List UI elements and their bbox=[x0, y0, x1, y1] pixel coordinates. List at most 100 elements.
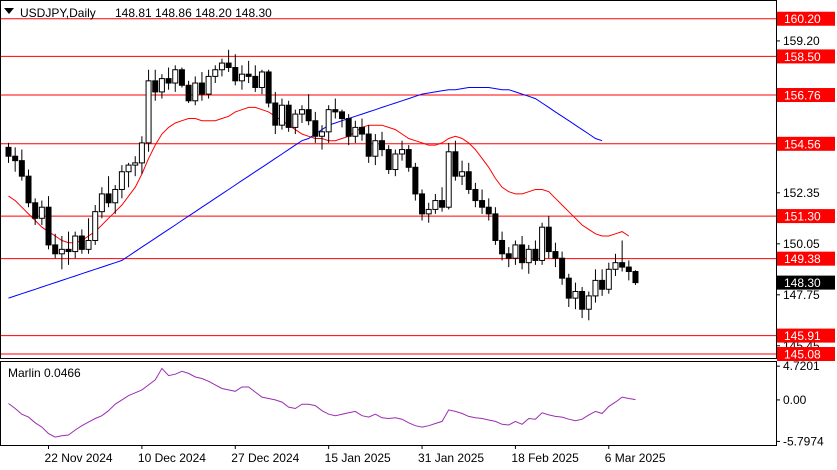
candle-body bbox=[339, 111, 345, 120]
candle-body bbox=[72, 235, 79, 253]
candle bbox=[78, 229, 85, 254]
date-tick-label: 6 Mar 2025 bbox=[605, 451, 666, 465]
candle bbox=[352, 120, 359, 143]
candle bbox=[545, 216, 552, 259]
candle-body bbox=[132, 162, 139, 166]
candle bbox=[572, 282, 579, 310]
candle bbox=[265, 69, 272, 108]
candle bbox=[605, 262, 612, 294]
candle bbox=[38, 200, 45, 225]
candle-body bbox=[205, 75, 212, 95]
candle-body bbox=[585, 295, 592, 310]
level-price-tag bbox=[777, 209, 835, 224]
candle-body bbox=[485, 206, 492, 215]
collapse-triangle-icon[interactable] bbox=[4, 8, 14, 14]
candle bbox=[592, 269, 599, 303]
candle bbox=[85, 218, 92, 254]
candle bbox=[539, 222, 546, 265]
level-price-label: 160.20 bbox=[784, 12, 821, 26]
candle bbox=[499, 231, 506, 261]
date-tick-label: 15 Jan 2025 bbox=[325, 451, 391, 465]
candle-body bbox=[545, 226, 552, 253]
candle-body bbox=[165, 78, 172, 84]
candle-body bbox=[145, 80, 152, 144]
candle bbox=[245, 60, 252, 84]
candle bbox=[585, 291, 592, 321]
candle bbox=[472, 182, 479, 208]
candle-body bbox=[379, 140, 386, 151]
price-tick-label: 150.05 bbox=[783, 237, 820, 251]
candle-body bbox=[512, 244, 519, 259]
candle-body bbox=[599, 279, 606, 290]
candle-body bbox=[278, 104, 285, 126]
candle bbox=[305, 94, 312, 126]
candle-body bbox=[492, 213, 499, 241]
candle bbox=[312, 111, 319, 143]
candle bbox=[238, 65, 245, 90]
candle-body bbox=[178, 69, 185, 86]
candle-body bbox=[445, 151, 452, 208]
candle-body bbox=[285, 104, 292, 128]
candle-body bbox=[312, 120, 319, 137]
candle-body bbox=[65, 248, 72, 253]
candle bbox=[445, 142, 452, 210]
level-price-tag bbox=[777, 251, 835, 266]
candle bbox=[565, 273, 572, 307]
price-tick-label: 159.20 bbox=[783, 34, 820, 48]
candle-body bbox=[212, 69, 219, 77]
candle bbox=[52, 233, 59, 259]
candle-body bbox=[305, 109, 312, 122]
level-price-tag bbox=[777, 347, 835, 362]
oscillator-tick-label: -5.7974 bbox=[783, 434, 824, 448]
candle-body bbox=[105, 193, 112, 204]
candle-body bbox=[5, 146, 12, 157]
candle bbox=[185, 80, 192, 103]
candle bbox=[552, 242, 559, 268]
candle-body bbox=[32, 202, 39, 219]
level-price-label: 149.38 bbox=[784, 252, 821, 266]
candle bbox=[365, 125, 372, 163]
candle-body bbox=[532, 248, 539, 261]
candle-body bbox=[158, 78, 165, 93]
candle-body bbox=[519, 244, 526, 264]
candle bbox=[492, 207, 499, 245]
candle bbox=[285, 100, 292, 132]
current-price-label: 148.30 bbox=[784, 276, 821, 290]
candle bbox=[512, 240, 519, 265]
candle bbox=[432, 193, 439, 214]
candle bbox=[559, 251, 566, 285]
candle bbox=[125, 162, 132, 188]
date-tick-label: 27 Dec 2024 bbox=[231, 451, 299, 465]
candle-body bbox=[52, 244, 59, 255]
candle bbox=[92, 205, 99, 245]
candle-body bbox=[198, 82, 205, 95]
candle bbox=[405, 145, 412, 172]
date-tick-label: 18 Feb 2025 bbox=[511, 451, 579, 465]
candle-body bbox=[392, 153, 399, 171]
candle bbox=[339, 109, 345, 128]
candle-body bbox=[572, 290, 579, 299]
candle bbox=[132, 156, 139, 177]
level-price-label: 145.08 bbox=[784, 348, 821, 362]
candle-body bbox=[332, 109, 339, 113]
moving-average-fast-line bbox=[8, 106, 630, 244]
candle bbox=[459, 160, 466, 186]
oscillator-tick-label: 4.7201 bbox=[783, 359, 820, 373]
candle-body bbox=[238, 73, 245, 82]
candle bbox=[332, 98, 339, 119]
candle-body bbox=[218, 62, 225, 71]
candle bbox=[412, 162, 419, 201]
candle-body bbox=[592, 279, 599, 297]
candle-body bbox=[185, 84, 192, 102]
candle-body bbox=[359, 126, 366, 135]
candle-body bbox=[425, 208, 432, 215]
ohlc-values: 148.81 148.86 148.20 148.30 bbox=[115, 6, 272, 20]
candle-body bbox=[385, 149, 392, 171]
candle bbox=[118, 165, 125, 199]
candle bbox=[145, 69, 152, 152]
candle bbox=[399, 140, 406, 161]
oscillator-plot-frame bbox=[0, 361, 777, 446]
candle-body bbox=[539, 226, 546, 261]
candle-body bbox=[152, 80, 159, 93]
oscillator-tick-label: 0.00 bbox=[783, 393, 807, 407]
